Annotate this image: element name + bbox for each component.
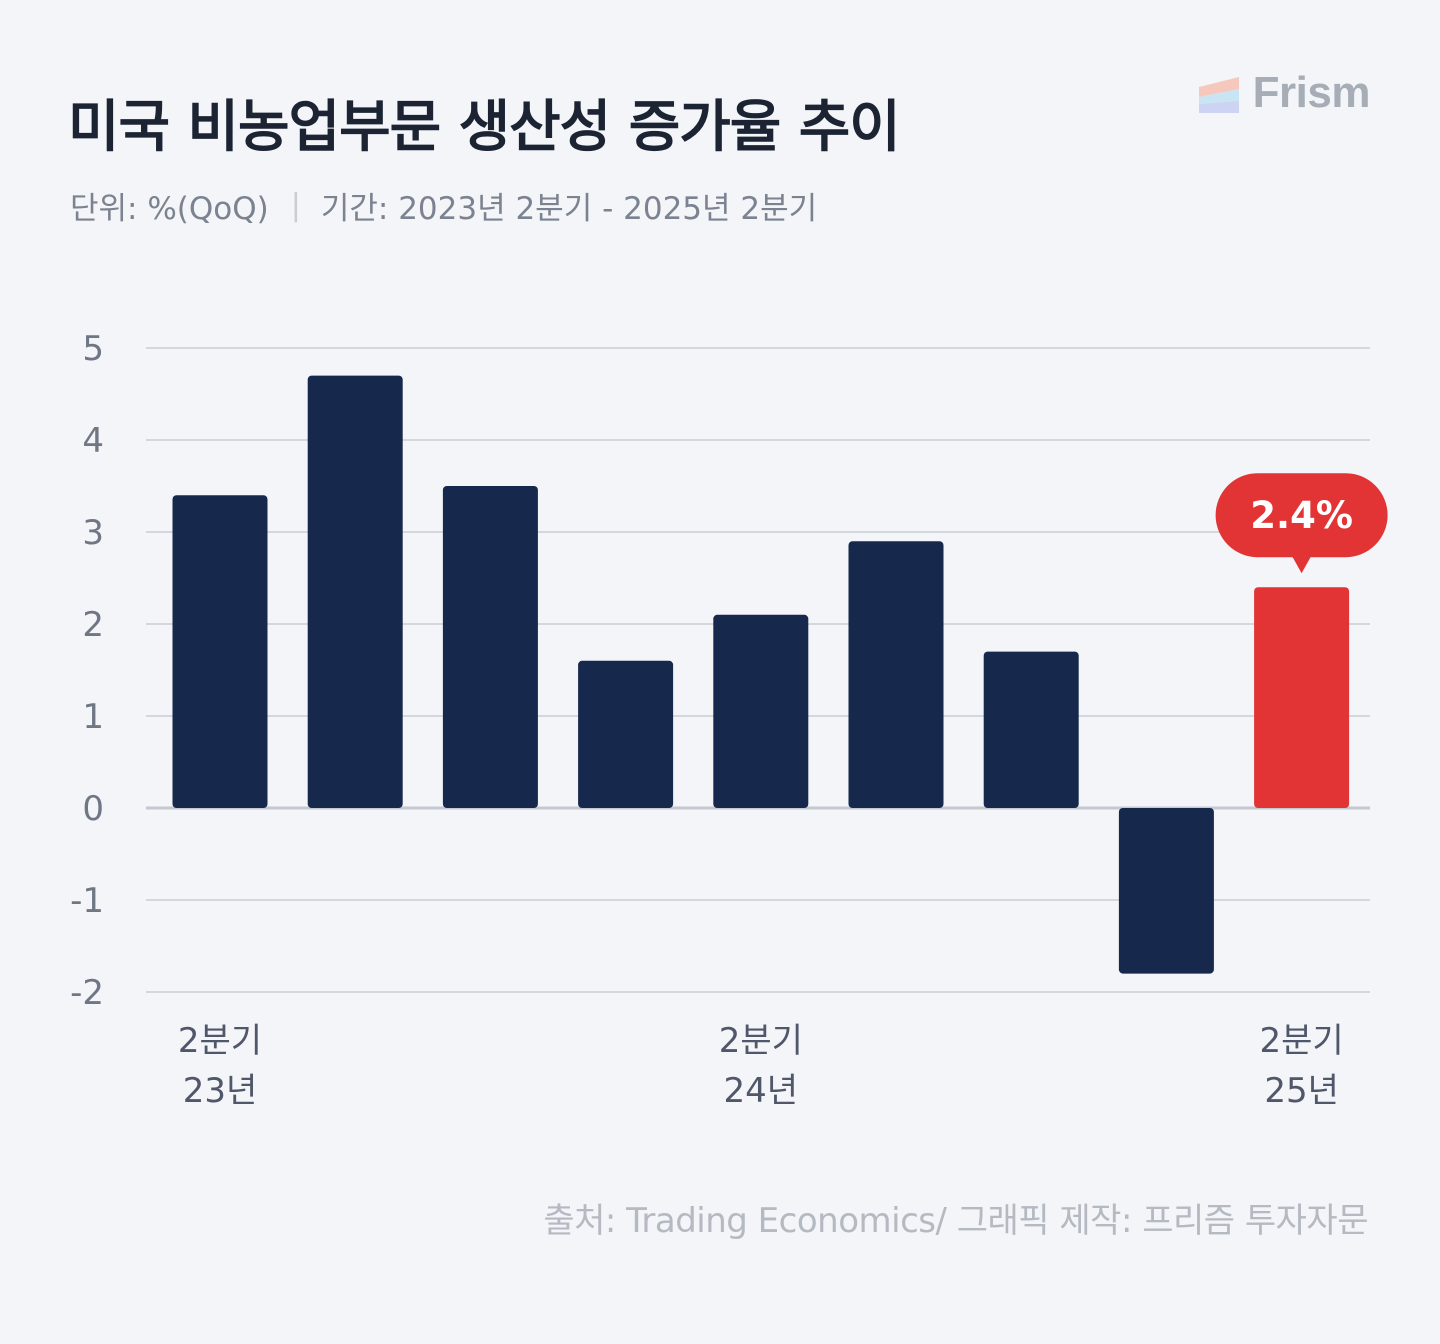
highlight-callout: 2.4% — [1215, 473, 1388, 574]
callout-pointer — [1291, 555, 1312, 574]
x-tick-label: 25년 — [1264, 1071, 1339, 1111]
bar — [307, 375, 403, 808]
y-tick-label: 2 — [82, 605, 104, 645]
unit-label: 단위: %(QoQ) — [70, 191, 269, 227]
brand-logo: Frism — [1198, 68, 1371, 118]
x-tick-label: 24년 — [724, 1071, 799, 1111]
subtitle-separator: | — [290, 188, 301, 223]
brand-name: Frism — [1252, 68, 1371, 117]
y-tick-label: 0 — [82, 789, 104, 829]
bar — [1254, 587, 1350, 808]
bar — [1118, 808, 1214, 974]
period-label: 기간: 2023년 2분기 - 2025년 2분기 — [320, 191, 818, 227]
chart-title: 미국 비농업부문 생산성 증가율 추이 — [68, 95, 901, 160]
frism-logo-icon — [1198, 77, 1239, 113]
chart-subtitle: 단위: %(QoQ) | 기간: 2023년 2분기 - 2025년 2분기 — [70, 183, 817, 228]
bar — [983, 651, 1079, 808]
x-tick-label: 2분기 — [178, 1021, 262, 1061]
source-note: 출처: Trading Economics/ 그래픽 제작: 프리즘 투자자문 — [543, 1201, 1368, 1241]
x-tick-label: 2분기 — [719, 1021, 803, 1061]
bar — [578, 660, 674, 808]
x-tick-label: 2분기 — [1259, 1021, 1343, 1061]
bar — [172, 495, 268, 808]
y-tick-label: 4 — [82, 421, 104, 461]
y-tick-label: 1 — [82, 697, 104, 737]
y-tick-label: -1 — [70, 881, 104, 921]
y-tick-label: 5 — [82, 329, 104, 369]
bar — [848, 541, 944, 808]
x-tick-label: 23년 — [183, 1071, 258, 1111]
y-tick-label: -2 — [70, 973, 104, 1013]
callout-bubble — [1215, 473, 1388, 558]
bar — [713, 614, 809, 808]
data-label: 2.4% — [1250, 494, 1353, 537]
y-tick-label: 3 — [82, 513, 104, 553]
bar — [442, 486, 538, 808]
